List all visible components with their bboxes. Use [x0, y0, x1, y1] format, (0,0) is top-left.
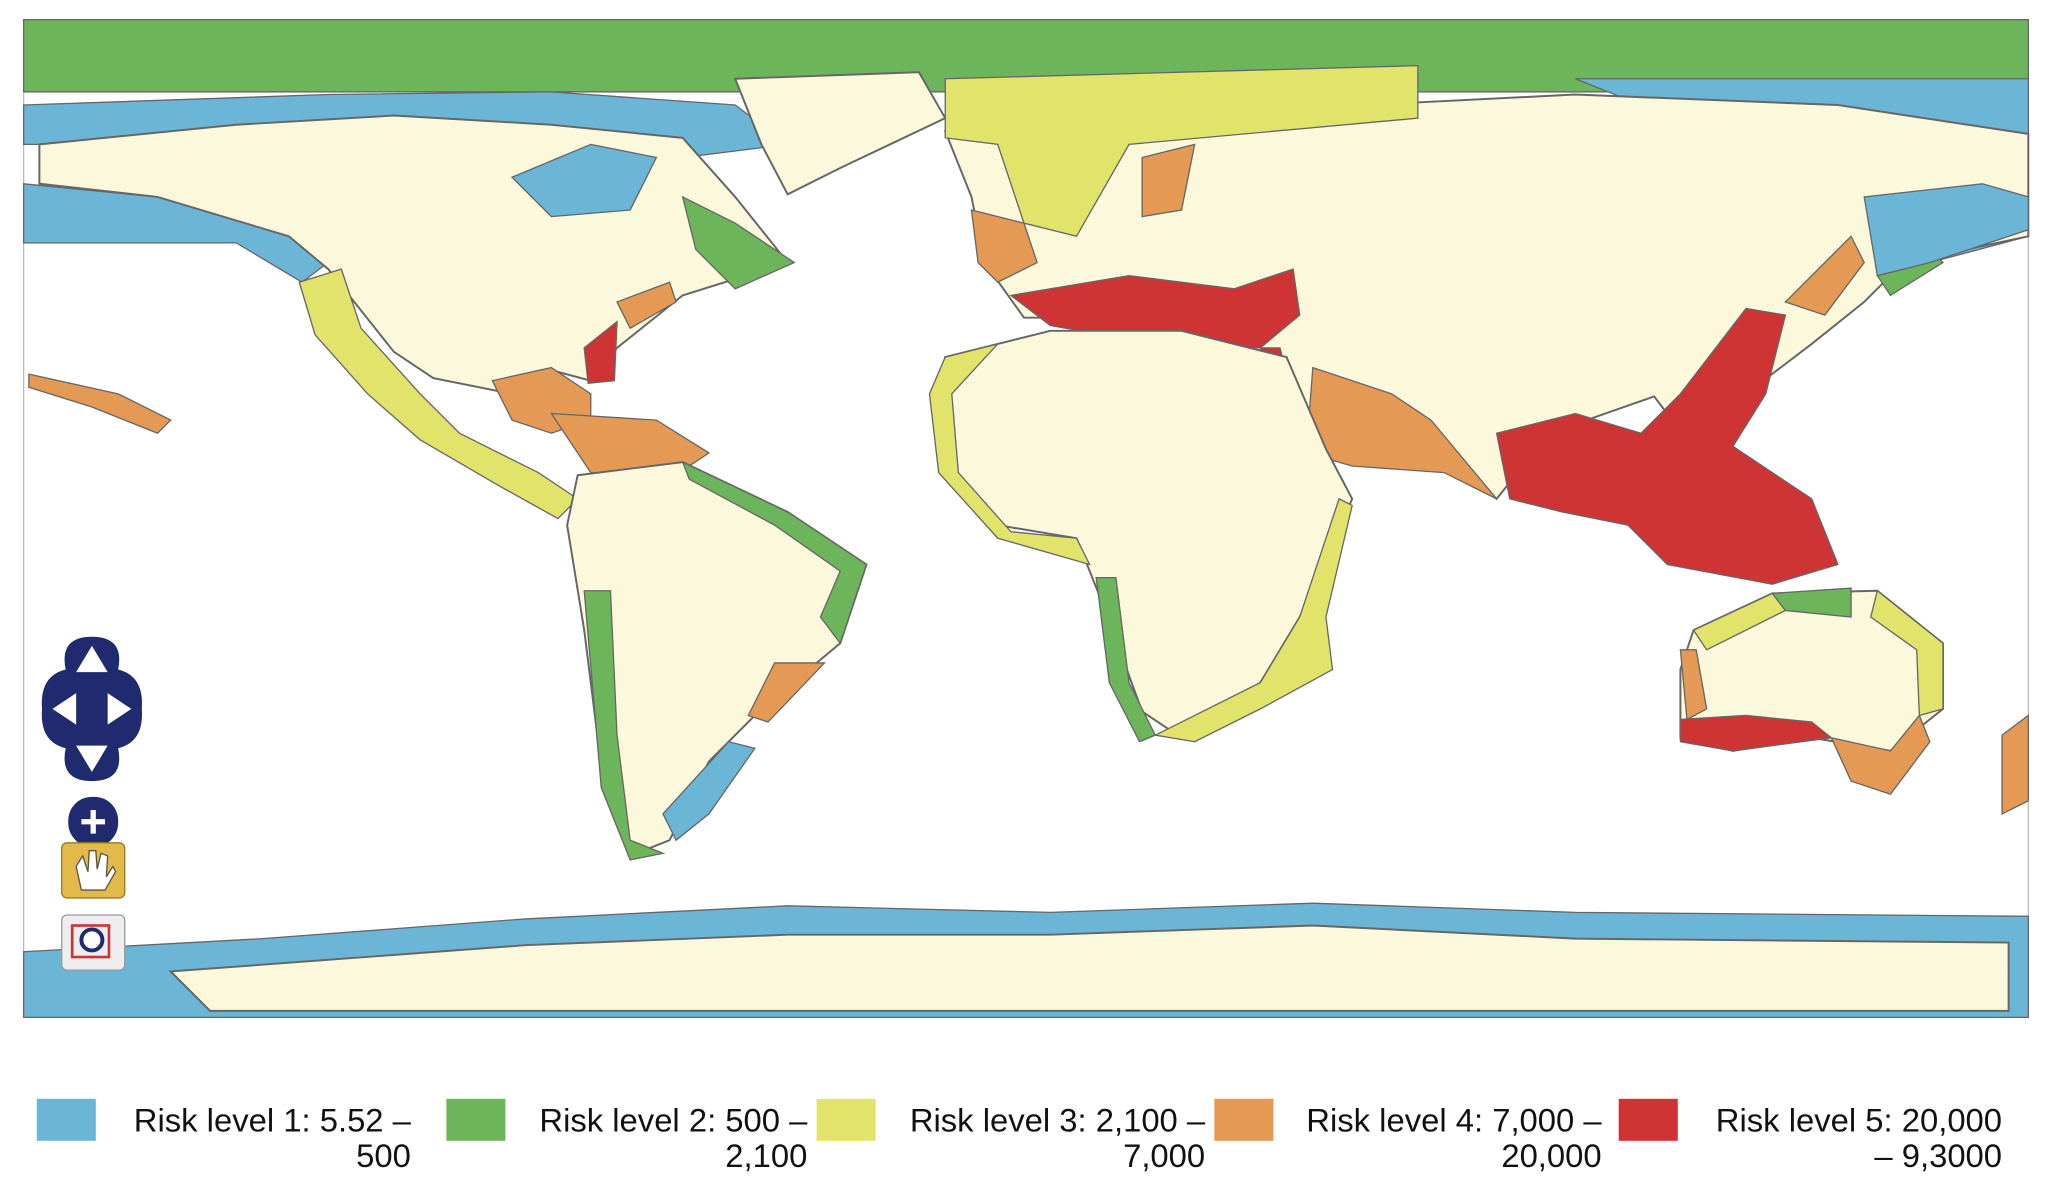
hawaii-zone: [28, 373, 172, 434]
hudson-bay: [510, 143, 658, 218]
coast-zone: [681, 460, 868, 645]
pan-down[interactable]: [76, 745, 108, 772]
legend-label: Risk level 1: 5.52 –: [134, 1102, 412, 1139]
legend-label: Risk level 2: 500 –: [539, 1102, 808, 1139]
coast-zone: [1784, 235, 1865, 316]
zoom-in[interactable]: [68, 796, 119, 847]
map[interactable]: [22, 19, 2030, 1019]
zoom-box-tool[interactable]: [61, 914, 126, 971]
coast-zone: [662, 740, 756, 842]
legend-label: 7,000: [1123, 1137, 1205, 1174]
coast-zone: [681, 195, 796, 290]
coast-zone: [944, 64, 1419, 238]
magnifier-icon: [79, 927, 105, 953]
legend-swatch: [446, 1098, 506, 1141]
legend-label: 500: [356, 1137, 411, 1174]
legend-label: Risk level 4: 7,000 –: [1306, 1102, 1602, 1139]
coast-zone: [1679, 649, 1708, 721]
coast-zone: [1771, 587, 1852, 618]
plus-icon: [81, 809, 106, 834]
zoom-box-icon: [70, 924, 111, 959]
pan-tool[interactable]: [61, 842, 126, 899]
new-zealand-zone: [2001, 714, 2029, 815]
legend-label: 2,100: [725, 1137, 807, 1174]
pan-up[interactable]: [76, 645, 108, 673]
coast-zone: [583, 320, 618, 385]
coast-zone: [1153, 497, 1353, 743]
legend-swatch: [1214, 1098, 1274, 1141]
pan-pad[interactable]: [41, 636, 143, 782]
coast-zone: [616, 281, 677, 330]
legend: Risk level 1: 5.52 –500 Risk level 2: 500…: [36, 1098, 2002, 1174]
legend-swatch: [36, 1098, 96, 1141]
southeast-asia-zone: [1495, 307, 1839, 585]
hand-icon: [75, 850, 117, 891]
coast-zone: [1863, 183, 2029, 277]
pan-right[interactable]: [107, 693, 132, 725]
coast-zone: [583, 590, 666, 861]
legend-label: Risk level 3: 2,100 –: [910, 1102, 1206, 1139]
antarctica: [168, 924, 2010, 1012]
legend-label: – 9,3000: [1874, 1137, 2002, 1174]
coast-zone: [1830, 714, 1931, 796]
legend-swatch: [1618, 1098, 1678, 1141]
coast-zone: [970, 209, 1038, 284]
legend-swatch: [816, 1098, 876, 1141]
coast-zone: [747, 662, 826, 723]
legend-label: Risk level 5: 20,000: [1716, 1102, 2002, 1139]
greenland: [733, 71, 947, 196]
coast-zone: [1141, 143, 1196, 218]
pan-left[interactable]: [52, 693, 77, 725]
legend-label: 20,000: [1501, 1137, 1601, 1174]
pan-control[interactable]: [41, 636, 143, 782]
coast-zone: [928, 342, 1091, 566]
